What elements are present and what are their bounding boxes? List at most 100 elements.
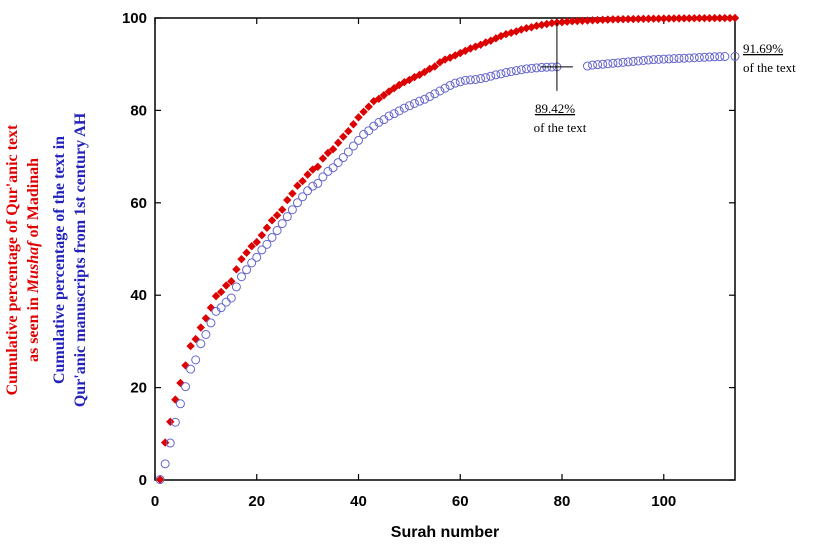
data-point-mushaf [176,378,185,388]
data-point-mushaf [318,154,328,163]
data-point-manuscripts [440,83,450,93]
data-point-manuscripts [155,475,165,485]
data-point-manuscripts [496,69,506,79]
axis-ticks: 0 20 40 60 80 100 0 20 40 60 80 100 [122,10,735,510]
data-point-mushaf [522,23,531,33]
data-point-manuscripts [644,55,654,65]
data-point-manuscripts [705,52,715,62]
data-point-manuscripts [318,172,328,182]
series-first-century-manuscripts [155,51,740,485]
data-point-mushaf [349,120,358,129]
data-point-mushaf [664,14,674,23]
data-point-mushaf [669,14,679,23]
data-point-manuscripts [511,66,521,76]
data-point-manuscripts [537,62,547,72]
data-point-mushaf [247,242,256,251]
data-point-mushaf [639,14,648,24]
data-point-mushaf [608,15,618,24]
data-point-manuscripts [654,54,664,64]
data-point-manuscripts [384,111,394,121]
data-point-manuscripts [526,63,536,73]
data-point-mushaf [252,237,261,247]
y-axis-titles: Cumulative percentage of Qur'anic text as… [4,112,89,407]
data-point-manuscripts [231,282,241,292]
data-point-manuscripts [354,135,364,145]
data-point-mushaf [471,42,480,51]
data-point-manuscripts [399,103,409,113]
data-point-mushaf [720,13,730,23]
y-axis-title-line: as seen in Mushaf of Madinah [25,158,42,362]
data-point-mushaf [578,16,587,25]
data-point-manuscripts [455,77,465,87]
data-point-manuscripts [593,60,603,70]
data-point-mushaf [227,277,236,286]
data-point-mushaf [400,78,409,87]
data-point-manuscripts [582,61,592,71]
data-point-manuscripts [216,303,226,313]
data-point-mushaf [267,216,277,225]
data-point-manuscripts [313,178,323,188]
data-point-manuscripts [420,94,430,104]
data-point-manuscripts [608,58,618,68]
data-point-mushaf [222,281,231,290]
annotation-label: of the text [534,120,587,135]
data-point-manuscripts [206,318,216,328]
data-point-manuscripts [638,56,648,66]
data-point-manuscripts [364,126,374,136]
data-point-mushaf [715,13,724,23]
data-point-manuscripts [720,52,730,62]
data-point-manuscripts [404,101,414,111]
data-point-manuscripts [623,57,633,67]
data-point-manuscripts [486,71,496,81]
data-point-mushaf [186,341,195,351]
data-point-manuscripts [532,63,542,73]
data-point-mushaf [359,107,368,116]
data-point-manuscripts [201,329,211,339]
data-point-mushaf [567,17,577,26]
data-point-manuscripts [247,258,257,268]
data-point-manuscripts [160,459,170,469]
data-point-mushaf [323,148,333,158]
data-point-mushaf [298,176,307,186]
data-point-mushaf [730,13,740,23]
data-point-manuscripts [348,141,358,151]
data-point-manuscripts [252,252,262,262]
data-point-manuscripts [501,68,511,78]
data-point-manuscripts [328,163,338,173]
data-point-mushaf [644,14,653,23]
data-point-manuscripts [481,73,491,83]
data-point-mushaf [654,14,663,23]
data-point-manuscripts [603,59,613,69]
data-point-manuscripts [343,147,353,157]
data-point-mushaf [679,14,689,23]
data-point-mushaf [155,475,165,484]
data-point-mushaf [593,15,602,25]
data-point-manuscripts [471,74,481,84]
data-point-manuscripts [633,56,643,66]
data-point-mushaf [547,18,557,28]
data-point-manuscripts [277,219,287,229]
data-point-mushaf [379,90,389,100]
data-point-mushaf [344,126,353,136]
data-point-mushaf [211,291,221,301]
data-point-manuscripts [588,60,598,70]
data-point-mushaf [201,314,211,323]
data-point-manuscripts [221,297,231,307]
data-point-manuscripts [465,75,475,85]
data-point-mushaf [191,334,200,344]
data-point-mushaf [623,14,633,24]
data-point-mushaf [598,15,607,25]
data-point-mushaf [506,28,516,37]
data-point-manuscripts [613,58,623,68]
data-point-manuscripts [170,417,180,427]
annotations: 89.42% of the text 91.69% of the text [534,22,796,135]
data-point-manuscripts [699,52,709,62]
data-point-mushaf [674,14,684,23]
data-point-manuscripts [292,198,302,208]
data-point-mushaf [557,17,567,27]
data-point-mushaf [196,323,205,332]
data-point-mushaf [364,102,373,111]
data-point-manuscripts [730,51,740,61]
data-point-manuscripts [308,181,318,191]
data-point-manuscripts [298,192,308,202]
